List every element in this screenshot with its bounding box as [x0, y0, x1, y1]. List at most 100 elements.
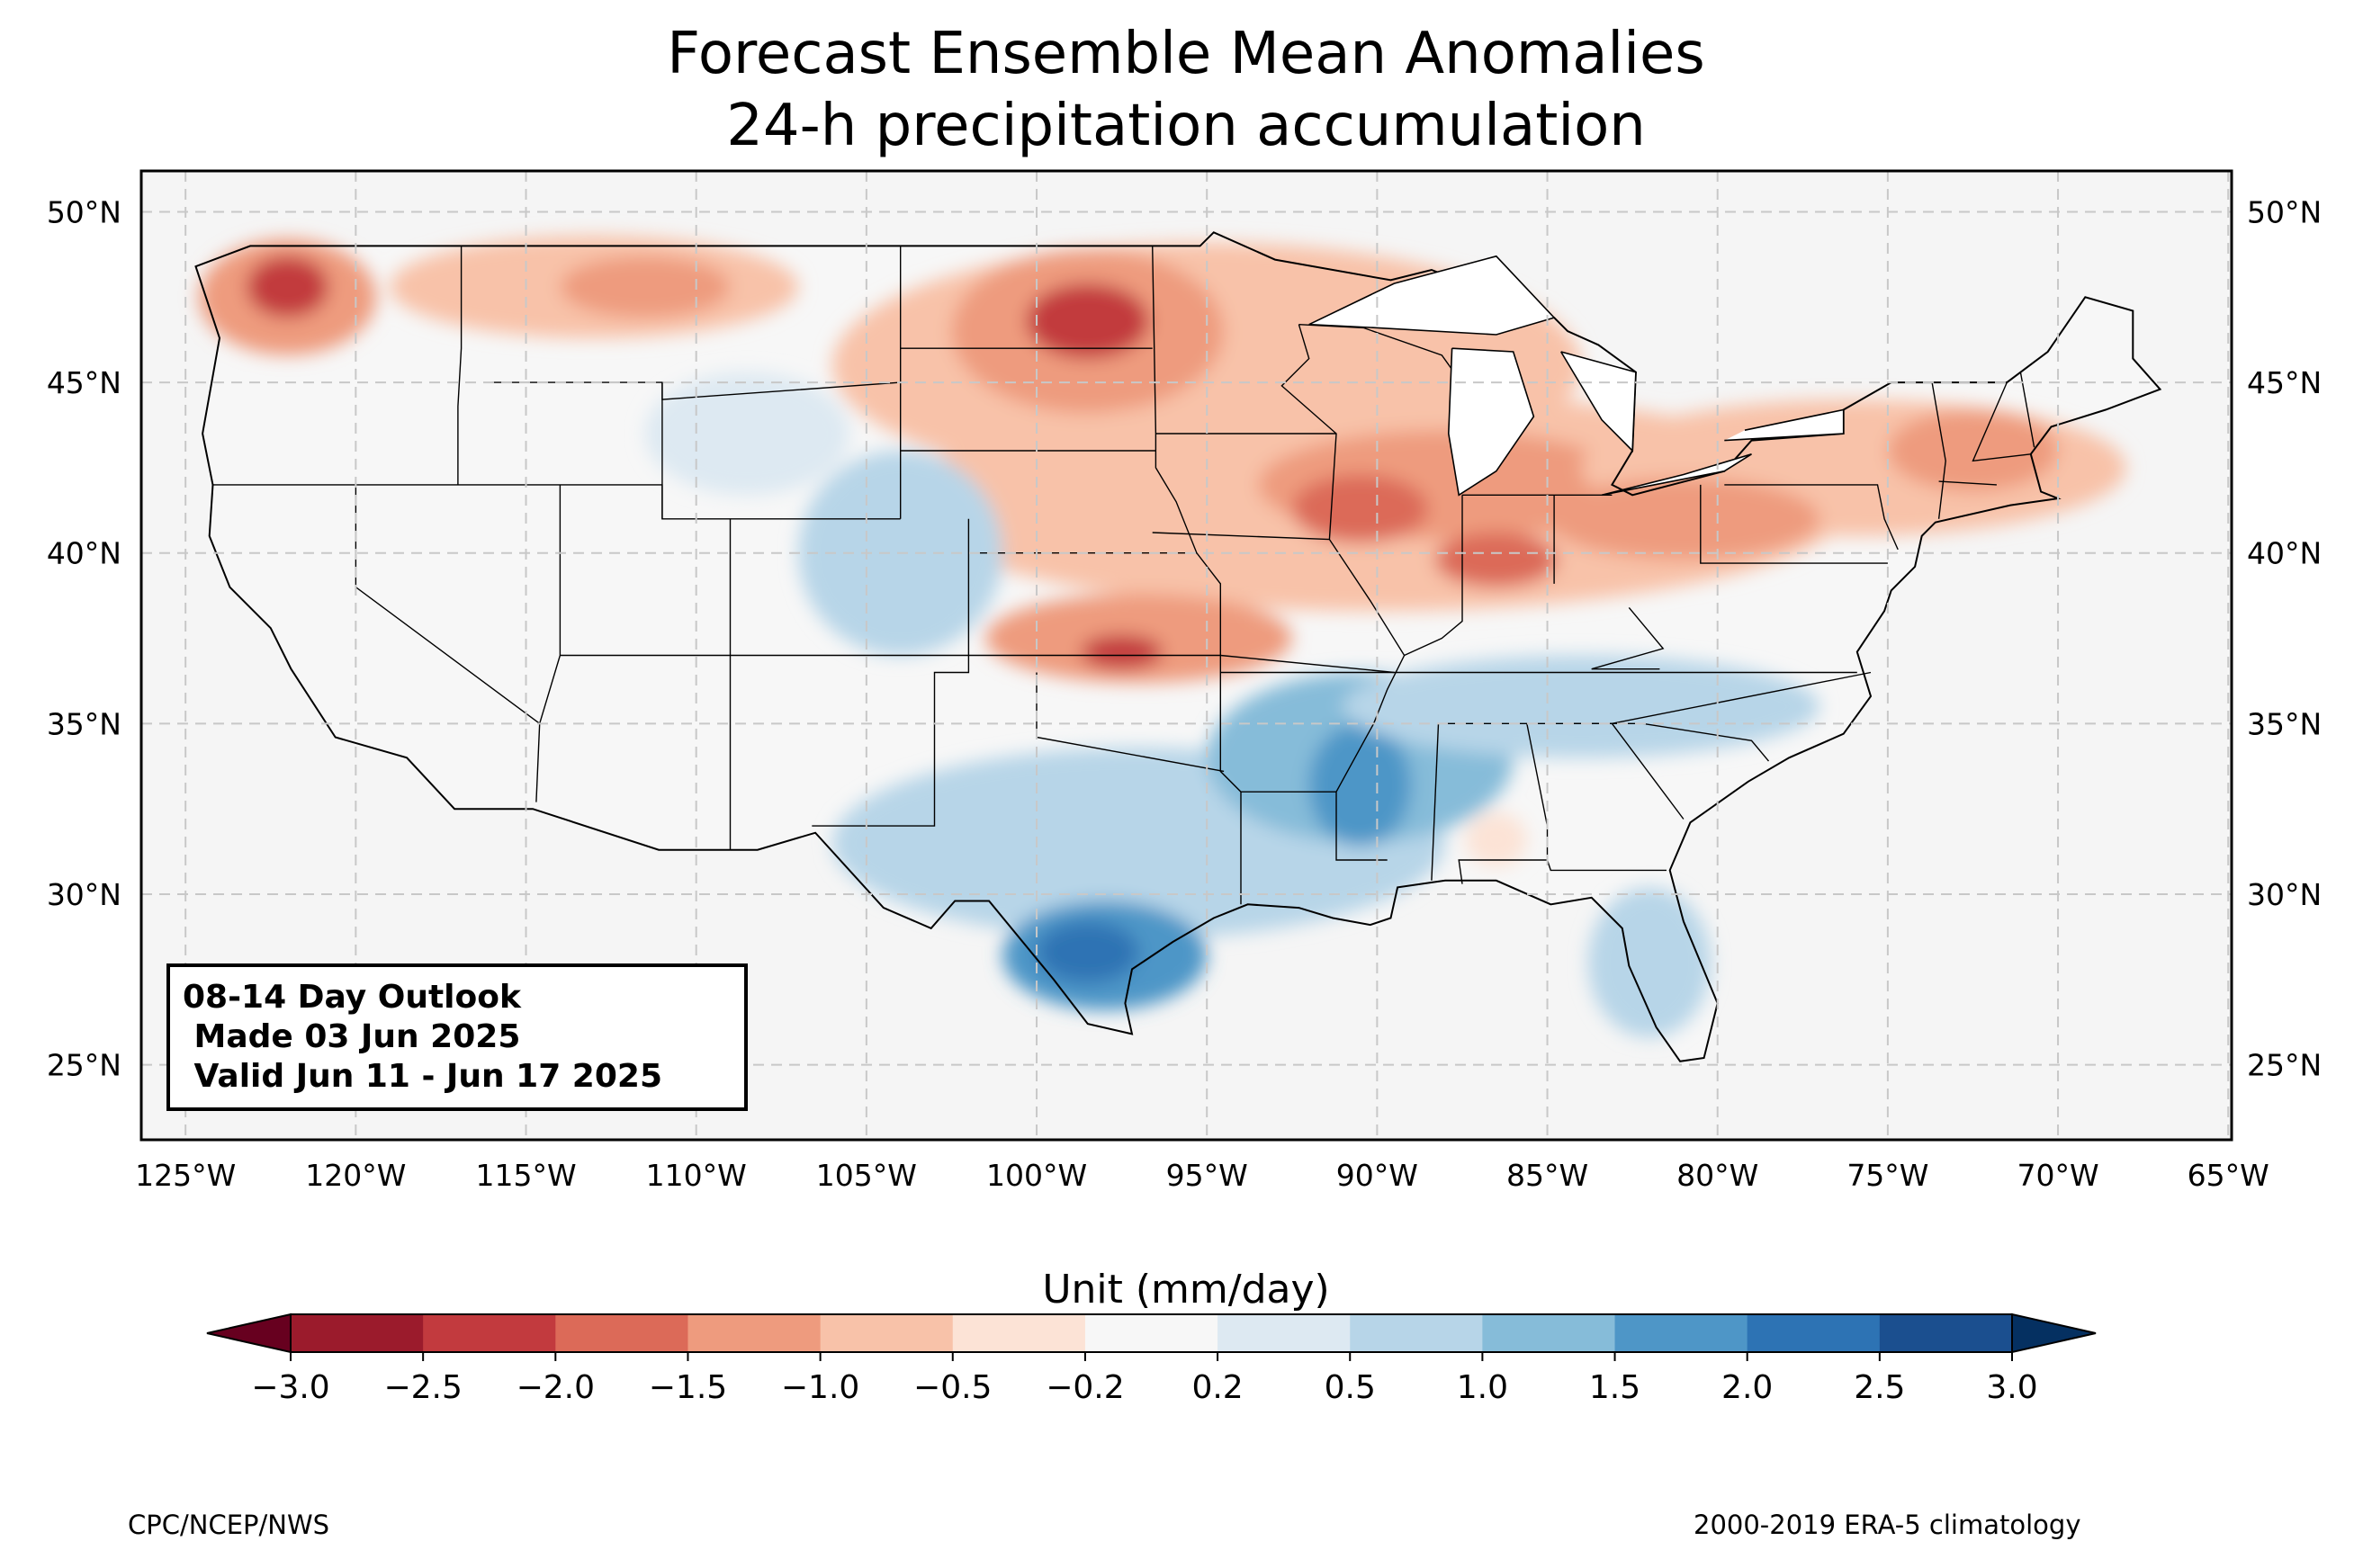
latitude-tick-labels: 25°N 25°N 30°N 30°N 35°N 35°N 40°N 40°N 45°N 45°N… — [47, 195, 2322, 1083]
state-border-21 — [1431, 723, 1440, 881]
lat-tick-label-right: 30°N — [2247, 877, 2322, 912]
colorbar-tick-label: −1.5 — [649, 1369, 727, 1406]
lat-tick-label-left: 50°N — [47, 195, 121, 230]
great-lake-0 — [1308, 255, 1556, 336]
colorbar-extend-low — [206, 1313, 292, 1354]
anomaly-region-25 — [1465, 811, 1527, 867]
great-lake-1 — [1447, 347, 1535, 497]
colorbar-tick-label: 1.0 — [1457, 1369, 1508, 1406]
colorbar-tick-label: 0.2 — [1191, 1369, 1243, 1406]
longitude-tick-labels: 125°W 120°W 115°W 110°W 105°W 100°W 95°W 90°W 85… — [135, 1158, 2269, 1193]
state-border-0 — [457, 246, 463, 485]
boundaries — [194, 231, 2162, 1062]
anomaly-region-22 — [1308, 723, 1412, 847]
lat-tick-label-right: 50°N — [2247, 195, 2322, 230]
colorbar-segment-11 — [1747, 1314, 1881, 1352]
colorbar-tick-label: −2.5 — [383, 1369, 462, 1406]
lat-tick-label-right: 45°N — [2247, 365, 2322, 400]
state-border-3 — [535, 484, 562, 802]
colorbar-label: Unit (mm/day) — [1042, 1267, 1330, 1313]
state-border-29 — [1700, 484, 1888, 564]
colorbar-tick-label: −0.2 — [1046, 1369, 1124, 1406]
colorbar-segment-9 — [1482, 1314, 1616, 1352]
colorbar-segment-8 — [1350, 1314, 1483, 1352]
lat-tick-label-left: 30°N — [47, 877, 121, 912]
lon-tick-label: 105°W — [816, 1158, 917, 1193]
anomaly-field — [199, 236, 2126, 1038]
lon-tick-label: 65°W — [2188, 1158, 2269, 1193]
colorbar-segment-7 — [1217, 1314, 1351, 1352]
colorbar-tick-label: 3.0 — [1986, 1369, 2037, 1406]
lat-tick-label-left: 40°N — [47, 536, 121, 571]
title-line-1: Forecast Ensemble Mean Anomalies — [667, 21, 1705, 87]
outlook-period: 08-14 Day Outlook — [183, 979, 521, 1016]
lon-tick-label: 80°W — [1676, 1158, 1758, 1193]
colorbar-segment-4 — [820, 1314, 954, 1352]
state-border-17 — [1152, 532, 1330, 541]
anomaly-region-10 — [1434, 532, 1558, 587]
state-border-30 — [1591, 606, 1665, 670]
colorbar-segment-6 — [1084, 1314, 1218, 1352]
anomaly-region-1 — [247, 255, 329, 318]
colorbar-tick-label: 2.5 — [1854, 1369, 1905, 1406]
state-border-14 — [1152, 246, 1242, 905]
lon-tick-label: 95°W — [1166, 1158, 1248, 1193]
lat-tick-label-left: 35°N — [47, 706, 121, 741]
anomaly-region-17 — [644, 372, 849, 496]
lat-tick-label-right: 35°N — [2247, 706, 2322, 741]
made-date: Made 03 Jun 2025 — [183, 1018, 521, 1055]
colorbar-tick-label: 1.5 — [1589, 1369, 1640, 1406]
colorbar-tick-label: −3.0 — [251, 1369, 329, 1406]
colorbar-tick-label: −2.0 — [517, 1369, 595, 1406]
colorbar-segment-0 — [291, 1314, 424, 1352]
state-border-31 — [1724, 484, 1899, 551]
footer-climatology: 2000-2019 ERA-5 climatology — [1694, 1510, 2081, 1540]
state-border-11 — [812, 518, 970, 827]
great-lake-2 — [1560, 351, 1637, 452]
lon-tick-label: 125°W — [135, 1158, 236, 1193]
state-border-23 — [1546, 859, 1667, 872]
lon-tick-label: 115°W — [475, 1158, 576, 1193]
anomaly-region-6 — [1026, 283, 1149, 359]
lon-tick-label: 75°W — [1846, 1158, 1928, 1193]
colorbar: −3.0 −2.5 −2.0 −1.5 −1.0 −0.5 −0.2 0.2 0.5 1.0 1.5… — [206, 1313, 2097, 1406]
anomaly-region-15 — [1547, 478, 1820, 560]
colorbar-tick-label: 2.0 — [1721, 1369, 1773, 1406]
lat-tick-label-right: 40°N — [2247, 536, 2322, 571]
title-line-2: 24-h precipitation accumulation — [726, 93, 1646, 159]
lon-tick-label: 100°W — [986, 1158, 1087, 1193]
lon-tick-label: 110°W — [646, 1158, 747, 1193]
anomaly-region-3 — [560, 255, 731, 318]
colorbar-segment-3 — [687, 1314, 822, 1352]
colorbar-segment-1 — [423, 1314, 556, 1352]
state-border-26 — [1404, 495, 1463, 657]
colorbar-frame — [290, 1313, 2013, 1353]
lat-tick-label-right: 25°N — [2247, 1048, 2322, 1083]
colorbar-tick-label: −0.5 — [913, 1369, 992, 1406]
state-border-35 — [2019, 372, 2035, 448]
lon-tick-label: 70°W — [2017, 1158, 2098, 1193]
colorbar-extend-high — [2011, 1313, 2097, 1354]
anomaly-region-14 — [1887, 409, 2059, 492]
colorbar-segment-10 — [1614, 1314, 1748, 1352]
colorbar-tick-label: 0.5 — [1325, 1369, 1376, 1406]
map-frame — [139, 169, 2233, 1142]
colorbar-segment-12 — [1879, 1314, 2013, 1352]
state-border-15 — [1280, 324, 1406, 861]
lon-tick-label: 120°W — [305, 1158, 406, 1193]
anomaly-region-23 — [1343, 655, 1820, 758]
colorbar-tick-label: −1.0 — [781, 1369, 859, 1406]
state-border-32 — [1931, 381, 1946, 519]
lon-tick-label: 85°W — [1506, 1158, 1588, 1193]
lon-tick-label: 90°W — [1336, 1158, 1418, 1193]
great-lake-4 — [1724, 408, 1845, 442]
anomaly-region-20 — [1037, 921, 1139, 983]
outlook-info-box: 08-14 Day Outlook Made 03 Jun 2025 Valid… — [166, 963, 748, 1111]
colorbar-segment-2 — [555, 1314, 688, 1352]
anomaly-region-9 — [1291, 474, 1429, 543]
lat-tick-label-left: 25°N — [47, 1048, 121, 1083]
state-border-34 — [1972, 381, 2031, 462]
anomaly-region-24 — [1587, 887, 1712, 1038]
lat-tick-label-left: 45°N — [47, 365, 121, 400]
